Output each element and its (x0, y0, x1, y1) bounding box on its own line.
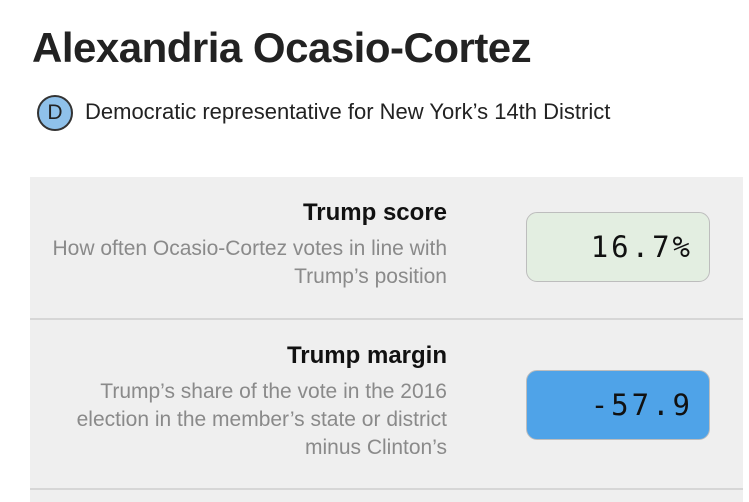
member-description: Democratic representative for New York’s… (85, 99, 611, 124)
stat-title: Trump margin (286, 342, 447, 369)
stat-row: Trump margin Trump’s share of the vote i… (30, 320, 743, 490)
stat-title: Trump score (302, 199, 447, 226)
stat-description: How often Ocasio-Cortez votes in line wi… (52, 237, 448, 288)
party-badge: D (37, 95, 73, 131)
stat-row: Trump score How often Ocasio-Cortez vote… (30, 177, 743, 320)
member-name: Alexandria Ocasio-Cortez (32, 24, 532, 71)
stat-value: -57.9 (526, 370, 710, 440)
stats-panel: Trump score How often Ocasio-Cortez vote… (30, 177, 743, 502)
stat-description: Trump’s share of the vote in the 2016 el… (76, 380, 447, 459)
stat-value: 16.7% (526, 212, 710, 282)
